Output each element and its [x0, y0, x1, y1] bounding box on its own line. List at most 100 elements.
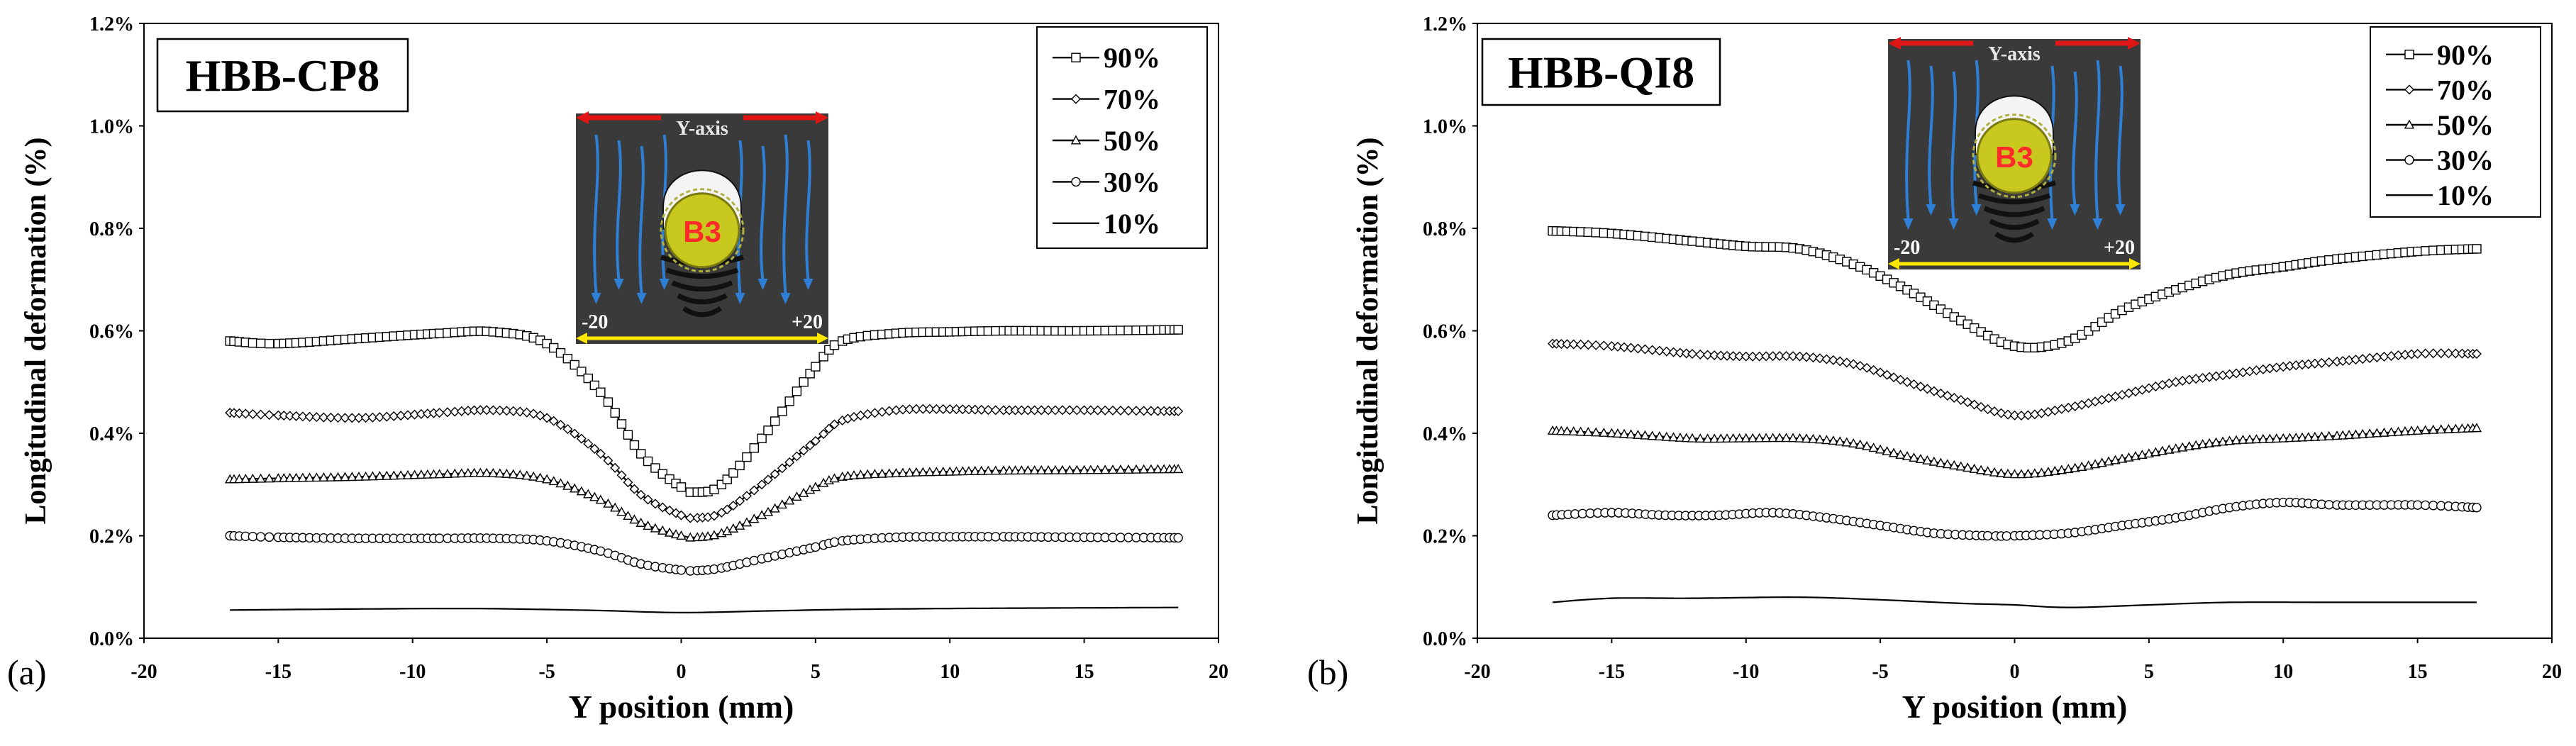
- series-2-point: [2297, 432, 2308, 442]
- series-2-point: [569, 483, 580, 493]
- series-2-point: [2471, 423, 2482, 433]
- arrow-head-icon: [576, 111, 589, 124]
- series-1-point: [2009, 410, 2020, 421]
- series-2-point: [2399, 425, 2411, 435]
- series-2-point: [422, 469, 433, 479]
- series-2-point: [1801, 433, 1812, 443]
- series-2-point: [1612, 428, 1623, 438]
- y-tick-label: 1.2%: [89, 13, 134, 35]
- series-2-point: [367, 471, 378, 481]
- series-2-point: [347, 472, 357, 481]
- inset-axis-label: Y-axis: [1988, 43, 2041, 65]
- stress-flow-arrow: [782, 134, 789, 295]
- legend-1-point: [2404, 84, 2414, 95]
- series-0-point: [623, 430, 633, 440]
- series-1-point: [1016, 405, 1027, 416]
- series-1-point: [1734, 351, 1745, 362]
- inset-marker-label: B3: [1995, 140, 2033, 174]
- series-3-point: [676, 565, 687, 575]
- series-2-point: [770, 503, 780, 513]
- series-2-point: [945, 466, 955, 476]
- series-1-point: [255, 409, 266, 420]
- series-1-point: [1862, 362, 1872, 373]
- series-2-point: [2157, 445, 2167, 455]
- series-2-point: [2143, 448, 2155, 458]
- series-2-point: [2358, 428, 2368, 438]
- series-1-point: [1079, 405, 1089, 416]
- legend-label: 90%: [1104, 42, 1160, 74]
- series-2-point: [1728, 433, 1738, 442]
- arrow-head-icon: [735, 293, 745, 304]
- series-2-point: [442, 469, 453, 478]
- series-0-point: [777, 406, 787, 416]
- series-0-point: [616, 419, 627, 429]
- series-1-point: [2428, 348, 2438, 359]
- series-0-point: [735, 460, 745, 471]
- series-1-point: [2003, 409, 2014, 420]
- series-3-point: [434, 533, 445, 543]
- series-1-point: [2379, 351, 2389, 362]
- series-4: [1553, 596, 2477, 608]
- inset-schematic: Y-axis B3 -20 +20: [1888, 37, 2141, 269]
- series-1-point: [964, 404, 974, 415]
- series-0-point: [2324, 255, 2334, 265]
- y-tick-label: 0.2%: [89, 526, 134, 548]
- series-3-point: [1108, 533, 1118, 542]
- y-axis-label: Longitudinal deformation (%): [20, 137, 52, 524]
- series-2-point: [589, 491, 600, 501]
- series-2-point: [1050, 464, 1061, 474]
- series-3-point: [811, 542, 821, 552]
- series-1-point: [248, 408, 258, 419]
- legend-box: [2370, 26, 2541, 218]
- series-1-point: [442, 407, 453, 418]
- series-2-point: [2291, 432, 2302, 442]
- series-2-point: [1099, 464, 1111, 474]
- arrow-head-icon: [1888, 258, 1899, 269]
- x-tick-label: 10: [940, 661, 960, 683]
- series-1-point: [297, 411, 308, 422]
- series-1-point: [396, 411, 406, 421]
- series-2-point: [1781, 433, 1792, 442]
- series-2-point: [2350, 429, 2361, 439]
- series-0-point: [799, 377, 809, 387]
- arrow-head-icon: [636, 293, 647, 304]
- series-1-point: [1072, 405, 1082, 416]
- series-2-point: [938, 466, 948, 476]
- y-tick-label: 0.8%: [89, 218, 134, 240]
- legend-label: 30%: [2437, 145, 2494, 177]
- series-1-point: [1969, 399, 1980, 410]
- series-2-point: [983, 465, 994, 475]
- series-3-point: [248, 531, 258, 542]
- series-1-point: [749, 485, 760, 496]
- series-1-point: [1065, 405, 1075, 416]
- series-1-point: [1962, 397, 1973, 408]
- series-0-point: [583, 373, 593, 384]
- series-2-point: [1969, 463, 1980, 473]
- series-3-point: [749, 555, 759, 566]
- series-0-point: [643, 456, 653, 467]
- y-tick-label: 0.0%: [1423, 628, 1467, 650]
- series-1-point: [570, 428, 580, 439]
- series-2-point: [1568, 426, 1579, 436]
- series-2-point: [1085, 464, 1097, 474]
- series-2-point: [1996, 468, 2006, 477]
- series-2-point: [469, 467, 479, 477]
- series-line: [230, 606, 1179, 613]
- series-1-point: [2117, 389, 2127, 400]
- series-2-point: [2083, 460, 2094, 470]
- series-2-point: [2443, 423, 2454, 433]
- series-2-point: [1949, 460, 1960, 469]
- series-1-point: [2083, 398, 2094, 408]
- implant-thread: [1994, 231, 2034, 243]
- series-1-point: [823, 423, 834, 434]
- series-2-point: [508, 469, 518, 479]
- chart-title-box: [1481, 38, 1721, 106]
- series-1-point: [1808, 352, 1819, 363]
- legend: 90% 70% 50% 30% 10%: [1036, 26, 1208, 249]
- arrow-head-icon: [2070, 204, 2080, 216]
- series-1-point: [1702, 350, 1713, 360]
- series-1-point: [284, 411, 295, 421]
- series-2-point: [1814, 434, 1826, 444]
- series-2-point: [264, 473, 274, 483]
- stress-flow-arrow: [2094, 60, 2101, 221]
